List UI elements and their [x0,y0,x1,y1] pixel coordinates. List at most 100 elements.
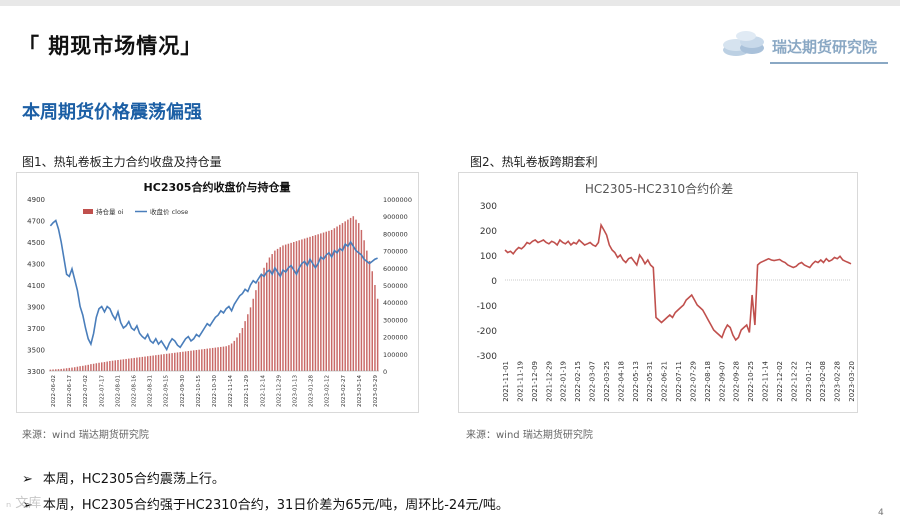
oi-bar [163,354,165,371]
oi-bar [298,240,300,371]
oi-bar [341,223,344,371]
oi-bar [311,235,314,371]
oi-bar [357,223,360,371]
logo-text: 瑞达期货研究院 [772,38,878,56]
oi-bar [211,347,214,371]
y-right-tick-label: 100000 [383,351,408,359]
oi-bar [141,356,144,371]
oi-bar [371,271,373,371]
oi-bar [73,367,76,371]
x-tick-label: 2022-08-01 [115,375,121,407]
oi-bar [306,237,309,371]
brand-logo: 瑞达期货研究院 [720,26,890,66]
oi-bar [152,355,154,371]
y-tick-label: -200 [477,327,498,337]
oi-bar [157,354,160,371]
oi-bar [109,361,111,371]
x-tick-label: 2022-10-30 [212,375,218,407]
y-tick-label: -100 [477,302,498,312]
oi-bar [217,347,219,371]
y-left-tick-label: 4700 [27,218,45,226]
oi-bar [119,359,122,371]
x-tick-label: 2022-05-13 [632,361,640,402]
oi-bar [84,365,87,371]
close-price-line [49,219,378,352]
oi-bar [360,229,363,371]
x-tick-label: 2022-09-15 [164,375,170,407]
oi-bar [103,362,106,371]
y-tick-label: 0 [491,277,497,287]
oi-bar [203,348,206,371]
oi-bar [187,351,190,371]
x-tick-label: 2021-12-09 [531,361,539,402]
oi-bar [111,360,114,371]
oi-bar [160,354,162,371]
oi-bar [176,352,179,371]
oi-bar [184,351,187,371]
y-right-tick-label: 200000 [383,334,408,342]
oi-bar [249,307,252,371]
oi-bar [266,262,268,371]
oi-bar [87,364,89,371]
oi-bar [263,267,265,371]
y-left-tick-label: 3900 [27,304,45,312]
oi-bar [68,367,71,371]
oi-bar [198,349,200,371]
oi-bar [303,238,306,371]
oi-bar [301,239,303,371]
y-right-tick-label: 600000 [383,265,408,273]
oi-bar [309,236,311,371]
x-tick-label: 2023-03-14 [357,375,363,407]
oi-bar [233,340,236,371]
oi-bar [130,358,133,371]
x-tick-label: 2022-06-21 [661,361,669,402]
oi-bar [257,281,260,371]
y-right-tick-label: 400000 [383,299,408,307]
oi-bar [182,351,184,371]
x-tick-label: 2022-01-19 [560,361,568,402]
oi-bar [114,360,117,371]
top-bar [0,0,900,6]
x-tick-label: 2023-02-08 [819,361,827,402]
oi-bar [336,226,338,371]
x-tick-label: 2022-11-14 [228,375,234,407]
oi-bar [268,257,271,371]
x-tick-label: 2022-06-02 [51,375,57,407]
oi-bar [144,356,146,371]
oi-bar [92,363,95,371]
chart-1-title: HC2305合约收盘价与持仓量 [144,180,291,194]
chart-2-svg: HC2305-HC2310合约价差 300 200 100 0 -100 -200 -300 2… [477,181,856,402]
oi-bar [344,221,346,371]
x-tick-label: 2022-12-29 [276,375,282,407]
x-tick-label: 2022-10-15 [196,375,202,407]
oi-bar [284,244,287,371]
oi-bar [125,358,127,371]
oi-bar [209,348,211,371]
oi-bar [276,248,279,371]
x-tick-label: 2023-01-28 [309,375,315,407]
page-header-title: 「 期现市场情况」 [18,34,203,58]
oi-bar [195,350,198,371]
oi-bar [98,362,100,371]
oi-bar [49,369,52,371]
oi-bar [174,352,176,371]
oi-bar [122,359,125,371]
oi-bar [171,353,173,371]
chart-2-panel: HC2305-HC2310合约价差 300 200 100 0 -100 -200 -300 2… [458,172,858,413]
y-left-tick-label: 4100 [27,282,45,290]
oi-bar [190,350,192,371]
oi-bar [179,352,181,371]
oi-bar [374,285,376,371]
source-right: 来源：wind 瑞达期货研究院 [466,430,593,441]
bullet-2: ➢ 本周，HC2305合约强于HC2310合约，31日价差为65元/吨，周环比-2… [22,494,509,513]
y-right-tick-label: 500000 [383,282,408,290]
bullet-1-text: 本周，HC2305合约震荡上行。 [42,472,225,487]
oi-bar [101,362,103,371]
oi-bar [136,357,138,371]
oi-bar [133,357,135,371]
oi-bar [328,230,330,371]
x-tick-label: 2022-10-25 [747,361,755,402]
x-tick-label: 2023-02-28 [834,361,842,402]
x-tick-label: 2022-03-07 [589,361,597,402]
y-left-tick-label: 3500 [27,347,45,355]
